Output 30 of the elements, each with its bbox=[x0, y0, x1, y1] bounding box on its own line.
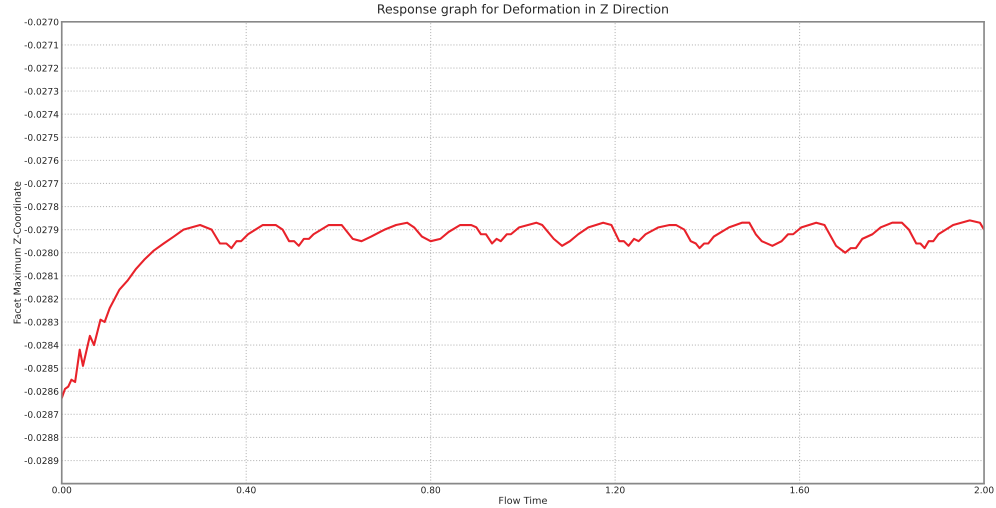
y-axis-title: Facet Maximum Z-Coordinate bbox=[13, 182, 21, 324]
y-tick-label: -0.0271 bbox=[24, 42, 58, 48]
y-tick-label: -0.0278 bbox=[24, 203, 58, 210]
line-series bbox=[62, 219, 984, 400]
y-tick-label: -0.0285 bbox=[24, 364, 58, 372]
y-tick-label: -0.0284 bbox=[24, 342, 58, 349]
y-tick-label: -0.0276 bbox=[24, 157, 58, 164]
y-tick-label: -0.0289 bbox=[24, 457, 58, 464]
x-axis-title: Flow Time bbox=[499, 496, 547, 504]
y-tick-label: -0.0283 bbox=[24, 318, 58, 326]
x-tick-label: 0.80 bbox=[421, 486, 440, 494]
y-tick-label: -0.0279 bbox=[24, 226, 58, 234]
x-tick-label: 0.40 bbox=[236, 486, 256, 494]
y-tick-label: -0.0282 bbox=[24, 296, 58, 302]
y-tick-label: -0.0280 bbox=[24, 249, 58, 256]
y-tick-label: -0.0270 bbox=[24, 18, 58, 26]
x-tick-label: 0.00 bbox=[52, 486, 72, 494]
y-tick-label: -0.0274 bbox=[24, 110, 58, 118]
x-tick-label: 2.00 bbox=[974, 486, 994, 494]
y-tick-label: -0.0275 bbox=[24, 134, 58, 141]
y-tick-label: -0.0272 bbox=[24, 64, 58, 72]
x-tick-label: 1.20 bbox=[606, 486, 625, 494]
y-tick-label: -0.0286 bbox=[24, 388, 58, 395]
y-tick-label: -0.0281 bbox=[24, 272, 58, 280]
chart-title: Response graph for Deformation in Z Direction bbox=[378, 4, 668, 16]
y-tick-label: -0.0287 bbox=[24, 411, 58, 418]
y-tick-label: -0.0273 bbox=[24, 88, 58, 95]
x-tick-label: 1.60 bbox=[790, 486, 810, 494]
y-tick-label: -0.0288 bbox=[24, 434, 58, 441]
y-tick-label: -0.0277 bbox=[24, 180, 58, 188]
